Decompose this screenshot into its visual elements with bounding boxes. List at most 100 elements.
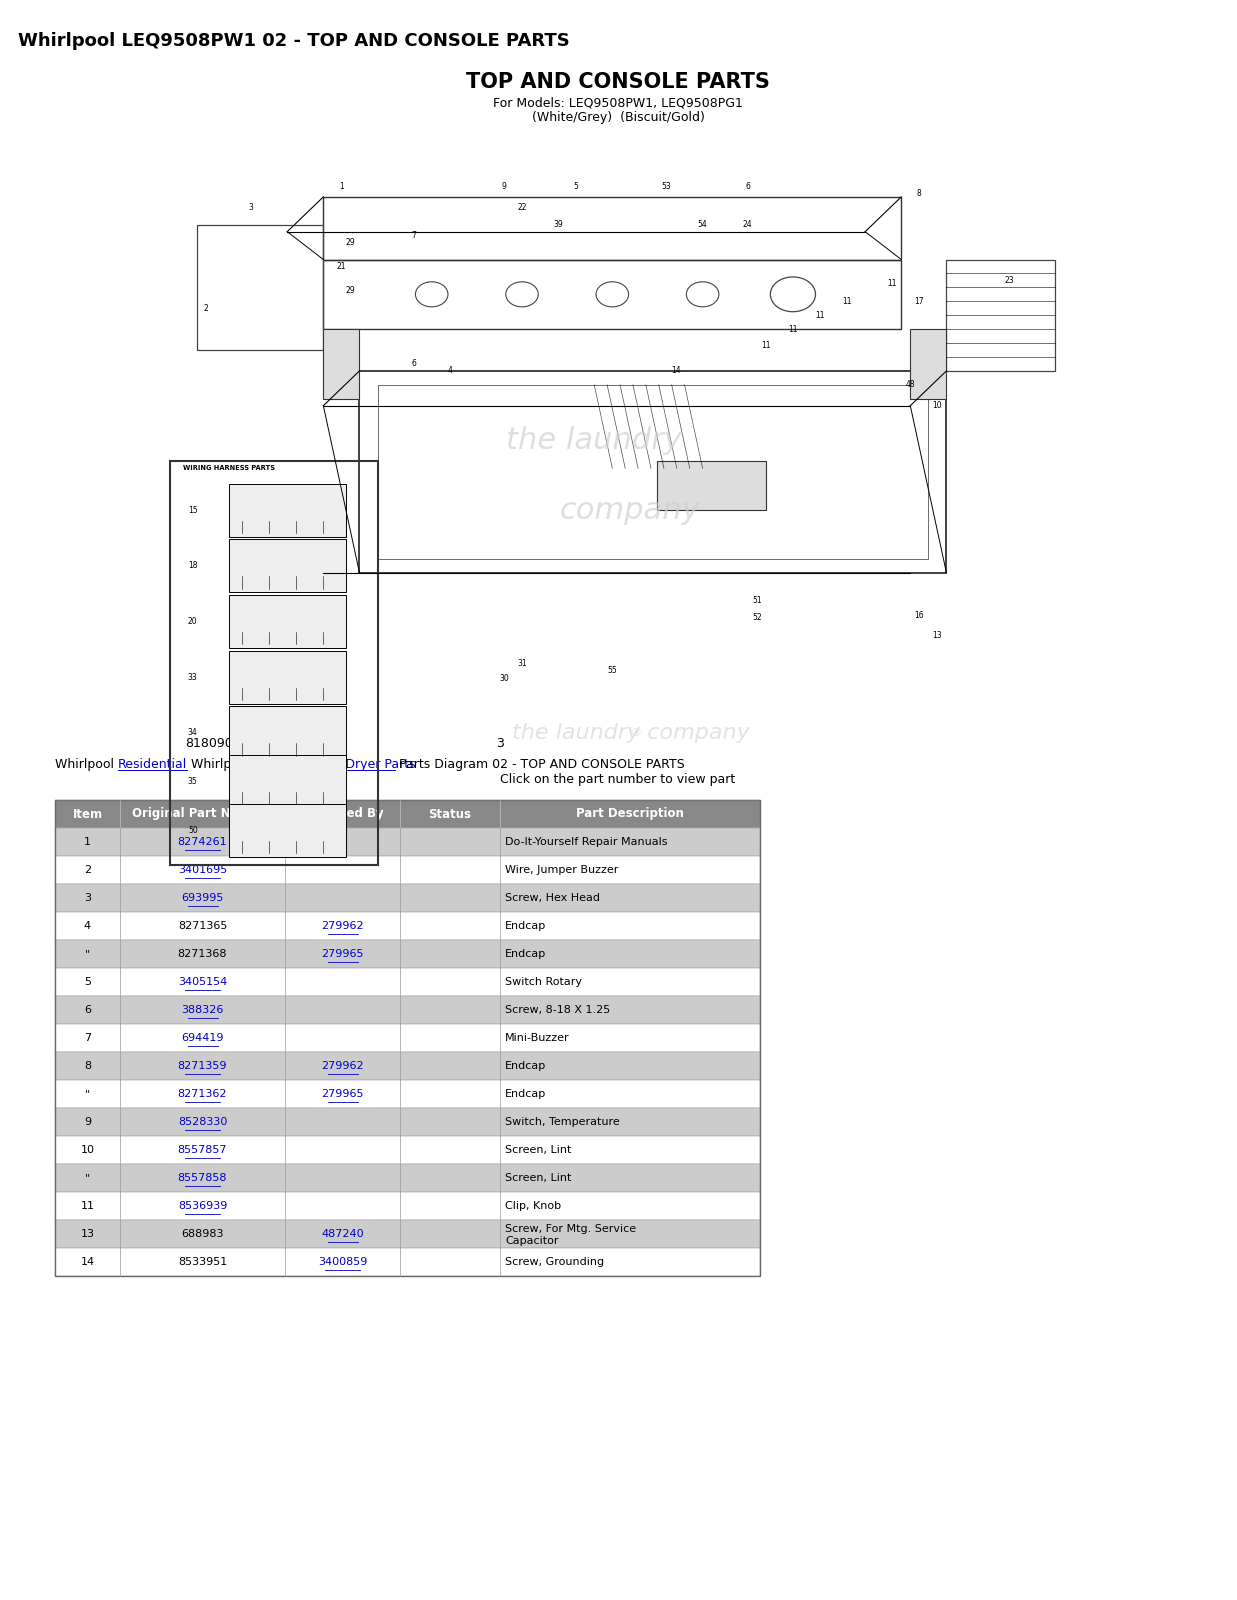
Text: Capacitor: Capacitor [505,1235,558,1246]
Text: 3401695: 3401695 [178,866,228,875]
Text: the laundry: the laundry [506,426,682,454]
Text: Endcap: Endcap [505,1061,547,1070]
Text: 8274261: 8274261 [178,837,228,846]
Text: 5: 5 [84,978,92,987]
Text: Whirlpool: Whirlpool [187,758,255,771]
Text: 21: 21 [336,262,346,270]
Text: 29: 29 [345,238,355,246]
Text: 11: 11 [815,310,825,320]
Bar [120,800,285,829]
Text: 14: 14 [80,1258,94,1267]
Text: 34: 34 [188,728,198,738]
Text: Screw, Grounding: Screw, Grounding [505,1258,604,1267]
Text: 6: 6 [84,1005,92,1014]
Text: 4: 4 [84,922,92,931]
Text: Screw, Hex Head: Screw, Hex Head [505,893,600,902]
FancyBboxPatch shape [229,651,346,704]
Text: 10: 10 [80,1146,94,1155]
Text: 1: 1 [339,182,344,190]
Text: 279962: 279962 [322,922,364,931]
Text: 487240: 487240 [322,1229,364,1238]
Text: 4: 4 [448,366,453,376]
Bar [54,800,120,829]
Text: Do-It-Yourself Repair Manuals: Do-It-Yourself Repair Manuals [505,837,668,846]
Text: Screen, Lint: Screen, Lint [505,1146,571,1155]
Text: 13: 13 [933,630,943,640]
Bar [54,856,760,883]
Text: WIRING HARNESS PARTS: WIRING HARNESS PARTS [183,466,276,470]
Text: For Models: LEQ9508PW1, LEQ9508PG1: For Models: LEQ9508PW1, LEQ9508PG1 [494,96,743,109]
Text: Part Description: Part Description [576,808,684,821]
Text: 688983: 688983 [182,1229,224,1238]
Text: 2: 2 [84,866,92,875]
Text: 53: 53 [662,182,672,190]
Text: 693995: 693995 [182,893,224,902]
Text: 1: 1 [84,837,92,846]
FancyBboxPatch shape [229,803,346,856]
Text: 17: 17 [914,296,924,306]
Text: 11: 11 [80,1202,94,1211]
Text: Wire, Jumper Buzzer: Wire, Jumper Buzzer [505,866,618,875]
Text: Switch Rotary: Switch Rotary [505,978,581,987]
Text: 8271368: 8271368 [178,949,228,958]
Bar [54,1136,760,1165]
Text: 48: 48 [905,381,915,389]
Bar [54,883,760,912]
Text: ": " [85,1173,90,1182]
Bar [658,461,766,510]
Text: 29: 29 [345,286,355,296]
Text: Mini-Buzzer: Mini-Buzzer [505,1034,569,1043]
Text: 22: 22 [517,203,527,211]
Text: Screen, Lint: Screen, Lint [505,1173,571,1182]
Bar [285,800,400,829]
FancyBboxPatch shape [229,755,346,808]
Text: Status: Status [428,808,471,821]
Text: 6: 6 [746,182,750,190]
Text: 31: 31 [517,659,527,667]
Bar [54,800,760,1277]
FancyBboxPatch shape [229,539,346,592]
Text: 9: 9 [501,182,506,190]
Text: Whirlpool: Whirlpool [54,758,118,771]
Text: 2: 2 [204,304,208,312]
Text: 16: 16 [914,611,924,621]
Text: 11: 11 [887,280,897,288]
Text: Endcap: Endcap [505,922,547,931]
Text: 8271362: 8271362 [178,1090,228,1099]
Bar [54,912,760,939]
Text: 8271359: 8271359 [178,1061,228,1070]
Text: LEQ9508PW1 Dryer Parts: LEQ9508PW1 Dryer Parts [256,758,416,771]
Text: 8533951: 8533951 [178,1258,228,1267]
Text: 8271365: 8271365 [178,922,228,931]
Text: Click on the part number to view part: Click on the part number to view part [501,773,736,786]
Text: ": " [85,1090,90,1099]
Bar [54,1165,760,1192]
Bar [54,1219,760,1248]
Text: 55: 55 [607,666,617,675]
Text: 8: 8 [917,189,922,198]
Text: 6: 6 [411,360,416,368]
Text: Original Part Number: Original Part Number [132,808,273,821]
Text: 3: 3 [249,203,254,211]
Polygon shape [910,330,946,398]
Text: Item: Item [73,808,103,821]
Bar [54,1107,760,1136]
Bar [54,995,760,1024]
Text: 8557857: 8557857 [178,1146,228,1155]
Text: 8528330: 8528330 [178,1117,228,1126]
Text: 52: 52 [752,613,762,622]
Text: 5: 5 [574,182,579,190]
Text: Screw, 8-18 X 1.25: Screw, 8-18 X 1.25 [505,1005,610,1014]
Text: 8: 8 [84,1061,92,1070]
Text: (White/Grey)  (Biscuit/Gold): (White/Grey) (Biscuit/Gold) [532,110,704,125]
Text: 3400859: 3400859 [318,1258,367,1267]
Text: 15: 15 [188,506,198,515]
Text: 13: 13 [80,1229,94,1238]
Text: ®: ® [631,728,641,738]
Text: Endcap: Endcap [505,949,547,958]
Text: 54: 54 [698,221,708,229]
Bar [54,939,760,968]
Text: Endcap: Endcap [505,1090,547,1099]
Bar [500,800,760,829]
Text: Switch, Temperature: Switch, Temperature [505,1117,620,1126]
